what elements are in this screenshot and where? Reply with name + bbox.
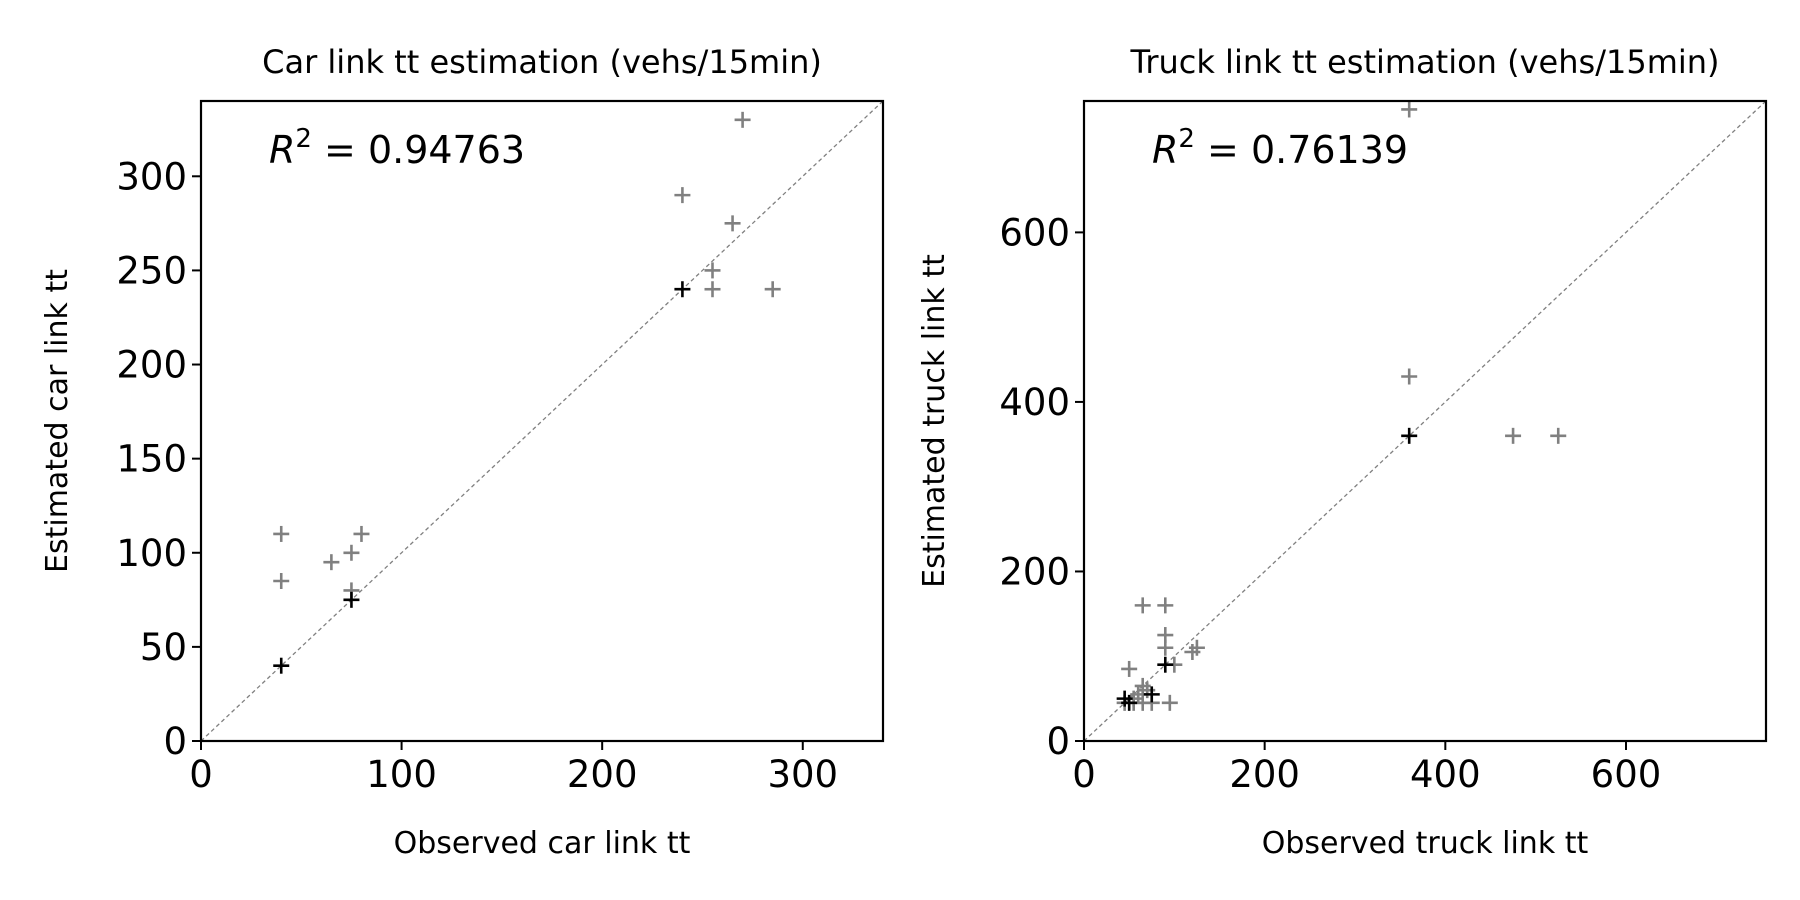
identity-line xyxy=(1083,100,1767,742)
y-tick-label: 300 xyxy=(116,155,187,198)
y-axis-label: Estimated truck link tt xyxy=(917,254,952,588)
data-point xyxy=(1161,694,1178,711)
y-tick-label: 250 xyxy=(116,249,187,292)
car-chart: 0 100 200 300 0 50 100 150 200 250 300 Car link tt … xyxy=(40,43,885,861)
r-squared-value: = 0.76139 xyxy=(1195,128,1408,172)
data-point xyxy=(343,544,360,561)
x-tick-label: 400 xyxy=(1410,753,1481,796)
data-point xyxy=(1121,660,1138,677)
y-tick-label: 600 xyxy=(999,211,1070,254)
x-tick-label: 600 xyxy=(1591,753,1662,796)
r-squared-annotation: R2 = 0.94763 xyxy=(269,124,525,172)
x-tick-label: 0 xyxy=(1072,753,1096,796)
y-tick-label: 400 xyxy=(999,381,1070,424)
truck-chart: 0 200 400 600 0 200 400 600 Truck link tt estima… xyxy=(917,43,1768,861)
r-squared-exponent: 2 xyxy=(1178,124,1195,154)
data-point xyxy=(273,657,290,674)
y-tick-label: 100 xyxy=(116,532,187,575)
data-point xyxy=(273,525,290,542)
y-tick-label: 50 xyxy=(140,626,187,669)
data-point xyxy=(1157,639,1174,656)
data-point xyxy=(343,591,360,608)
data-point xyxy=(674,281,691,298)
data-point xyxy=(1143,686,1160,703)
data-point xyxy=(1134,597,1151,614)
x-tick-label: 200 xyxy=(567,753,638,796)
y-tick-label: 0 xyxy=(1046,720,1070,763)
data-point xyxy=(1505,427,1522,444)
data-point xyxy=(1401,368,1418,385)
x-tick-label: 100 xyxy=(366,753,437,796)
x-axis-label: Observed truck link tt xyxy=(1262,826,1589,861)
r-squared-annotation: R2 = 0.76139 xyxy=(1152,124,1408,172)
y-tick-label: 200 xyxy=(116,344,187,387)
r-squared-symbol: R xyxy=(1152,128,1178,172)
data-point xyxy=(1401,427,1418,444)
r-squared-exponent: 2 xyxy=(295,124,312,154)
y-tick-label: 0 xyxy=(163,720,187,763)
x-axis-label: Observed car link tt xyxy=(394,826,691,861)
identity-line xyxy=(200,100,884,742)
x-tick-label: 200 xyxy=(1229,753,1300,796)
data-point xyxy=(674,187,691,204)
data-point xyxy=(353,525,370,542)
data-point xyxy=(1550,427,1567,444)
x-tick-label: 0 xyxy=(189,753,213,796)
y-tick-label: 200 xyxy=(999,550,1070,593)
x-tick-label: 300 xyxy=(767,753,838,796)
data-point xyxy=(1157,656,1174,673)
data-point xyxy=(724,215,741,232)
data-point xyxy=(764,281,781,298)
axes-frame xyxy=(199,99,885,743)
r-squared-value: = 0.94763 xyxy=(312,128,525,172)
data-point xyxy=(704,262,721,279)
data-point xyxy=(273,573,290,589)
data-point xyxy=(323,554,340,571)
chart-title: Car link tt estimation (vehs/15min) xyxy=(262,43,822,81)
y-tick-label: 150 xyxy=(116,438,187,481)
data-point xyxy=(1401,101,1418,118)
data-point xyxy=(1121,694,1138,711)
axes-frame xyxy=(1082,99,1768,743)
chart-title: Truck link tt estimation (vehs/15min) xyxy=(1129,43,1719,81)
y-axis-label: Estimated car link tt xyxy=(40,269,75,573)
data-point xyxy=(1157,597,1174,614)
data-point xyxy=(1188,639,1205,656)
data-point xyxy=(734,111,751,128)
data-point xyxy=(704,281,721,298)
r-squared-symbol: R xyxy=(269,128,295,172)
